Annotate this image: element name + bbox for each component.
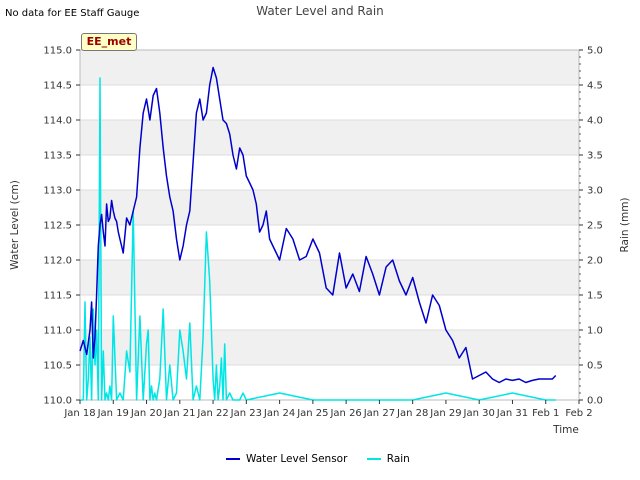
x-tick-label: Jan 22	[196, 408, 228, 419]
legend-swatch-rain	[366, 458, 381, 460]
y-tick-label: 110.0	[43, 396, 72, 407]
legend-item-water-level: Water Level Sensor	[226, 453, 347, 465]
x-tick-label: Jan 24	[263, 408, 295, 419]
station-badge: EE_met	[81, 33, 137, 51]
y-tick-label: 111.0	[43, 326, 72, 337]
x-tick-label: Feb 1	[532, 408, 559, 419]
background-band	[80, 120, 579, 155]
background-band	[80, 260, 579, 295]
x-tick-label: Jan 28	[396, 408, 428, 419]
y-tick-label: 113.5	[43, 151, 72, 162]
x-tick-label: Jan 26	[329, 408, 361, 419]
x-tick-label: Jan 20	[130, 408, 162, 419]
legend: Water Level Sensor Rain	[226, 453, 426, 465]
y2-tick-label: 1.0	[587, 326, 603, 337]
plot-background-bands	[80, 50, 579, 400]
y-axis-label: Water Level (cm)	[9, 180, 21, 270]
y2-tick-label: 0.5	[587, 361, 603, 372]
background-band	[80, 155, 579, 190]
legend-item-rain: Rain	[366, 453, 410, 465]
y2-tick-label: 2.5	[587, 221, 603, 232]
y-tick-label: 115.0	[43, 46, 72, 57]
legend-label-rain: Rain	[386, 453, 410, 465]
y-tick-label: 110.5	[43, 361, 72, 372]
background-band	[80, 225, 579, 260]
y-tick-label: 113.0	[43, 186, 72, 197]
x-tick-label: Jan 31	[496, 408, 528, 419]
x-tick-label: Jan 18	[63, 408, 95, 419]
rain-line	[80, 77, 556, 401]
y-tick-label: 112.5	[43, 221, 72, 232]
water-level-line	[79, 66, 557, 384]
y2-axis-label: Rain (mm)	[619, 197, 631, 252]
x-tick-label: Jan 29	[429, 408, 461, 419]
y2-tick-label: 1.5	[587, 291, 603, 302]
x-tick-label: Jan 21	[163, 408, 195, 419]
background-band	[80, 50, 579, 85]
y-axis-right: 0.0 0.5 1.0 1.5 2.0 2.5 3.0 3.5 4.0 4.5 5.0	[579, 46, 603, 407]
background-band	[80, 190, 579, 225]
no-data-note: No data for EE Staff Gauge	[5, 8, 140, 19]
legend-label-water-level: Water Level Sensor	[246, 453, 348, 465]
y2-tick-label: 5.0	[587, 46, 603, 57]
x-tick-label: Feb 2	[565, 408, 592, 419]
chart-title: Water Level and Rain	[256, 4, 384, 18]
y-tick-label: 112.0	[43, 256, 72, 267]
legend-swatch-water-level	[226, 458, 240, 460]
x-tick-label: Jan 19	[97, 408, 129, 419]
y2-tick-label: 3.5	[587, 151, 603, 162]
x-tick-label: Jan 27	[363, 408, 395, 419]
background-band	[80, 85, 579, 120]
x-axis: Jan 18 Jan 19 Jan 20 Jan 21 Jan 22 Jan 23 Jan …	[63, 400, 593, 419]
y-tick-label: 114.5	[43, 81, 72, 92]
y2-tick-label: 4.0	[587, 116, 603, 127]
x-axis-label: Time	[552, 424, 579, 436]
background-band	[80, 365, 579, 400]
y-axis-left: 110.0 110.5 111.0 111.5 112.0 112.5 113.0 113.5…	[43, 46, 80, 407]
background-band	[80, 295, 579, 330]
y2-tick-label: 0.0	[587, 396, 603, 407]
x-tick-label: Jan 23	[230, 408, 262, 419]
x-tick-label: Jan 30	[463, 408, 495, 419]
y-tick-label: 111.5	[43, 291, 72, 302]
rain-series	[80, 77, 556, 401]
background-band	[80, 330, 579, 365]
x-tick-label: Jan 25	[296, 408, 328, 419]
y2-tick-label: 4.5	[587, 81, 603, 92]
y2-tick-label: 3.0	[587, 186, 603, 197]
water-level-series	[79, 66, 557, 384]
y2-tick-label: 2.0	[587, 256, 603, 267]
y-tick-label: 114.0	[43, 116, 72, 127]
